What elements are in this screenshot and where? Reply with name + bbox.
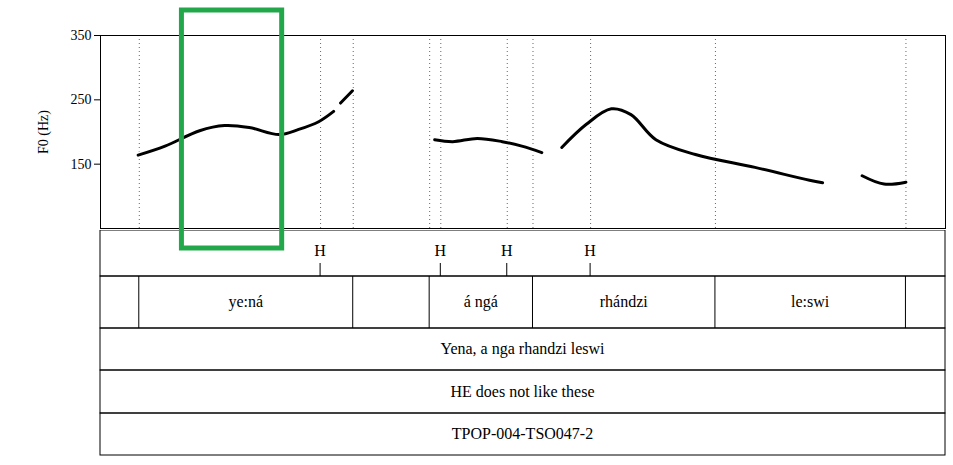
svg-text:le:swi: le:swi (791, 293, 830, 310)
svg-text:Yena, a nga rhandzi leswi: Yena, a nga rhandzi leswi (440, 340, 605, 358)
svg-text:H: H (501, 242, 513, 259)
svg-text:250: 250 (71, 92, 92, 107)
svg-text:H: H (584, 242, 596, 259)
svg-text:TPOP-004-TSO047-2: TPOP-004-TSO047-2 (452, 425, 593, 442)
svg-text:H: H (314, 242, 326, 259)
svg-text:á ngá: á ngá (464, 293, 498, 311)
svg-text:F0 (Hz): F0 (Hz) (36, 110, 52, 154)
svg-text:350: 350 (71, 28, 92, 43)
svg-text:ye:ná: ye:ná (228, 293, 263, 311)
svg-text:HE does not like these: HE does not like these (451, 383, 595, 400)
svg-text:150: 150 (71, 157, 92, 172)
svg-text:rhándzi: rhándzi (600, 293, 649, 310)
svg-text:H: H (435, 242, 447, 259)
